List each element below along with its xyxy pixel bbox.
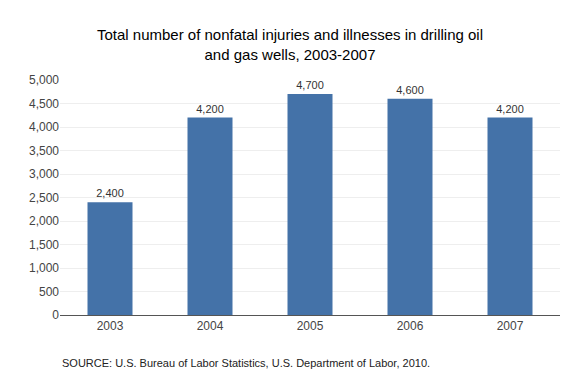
svg-text:4,200: 4,200 [196, 103, 224, 115]
svg-text:2,500: 2,500 [29, 191, 59, 205]
svg-text:Total number of nonfatal injur: Total number of nonfatal injuries and il… [97, 26, 483, 63]
svg-text:4,000: 4,000 [29, 120, 59, 134]
svg-text:2007: 2007 [497, 319, 524, 333]
svg-text:4,500: 4,500 [29, 97, 59, 111]
svg-text:2,400: 2,400 [96, 187, 124, 199]
svg-text:2004: 2004 [197, 319, 224, 333]
svg-text:4,600: 4,600 [396, 84, 424, 96]
svg-text:2005: 2005 [297, 319, 324, 333]
svg-text:500: 500 [39, 285, 59, 299]
svg-text:4,700: 4,700 [296, 79, 324, 91]
svg-text:1,500: 1,500 [29, 238, 59, 252]
svg-text:2003: 2003 [97, 319, 124, 333]
svg-text:4,200: 4,200 [496, 103, 524, 115]
svg-text:2006: 2006 [397, 319, 424, 333]
svg-text:0: 0 [52, 308, 59, 322]
svg-text:2,000: 2,000 [29, 214, 59, 228]
svg-text:3,500: 3,500 [29, 144, 59, 158]
svg-text:SOURCE: U.S. Bureau of Labor S: SOURCE: U.S. Bureau of Labor Statistics,… [62, 357, 430, 369]
svg-text:3,000: 3,000 [29, 167, 59, 181]
svg-text:5,000: 5,000 [29, 73, 59, 87]
svg-text:1,000: 1,000 [29, 261, 59, 275]
